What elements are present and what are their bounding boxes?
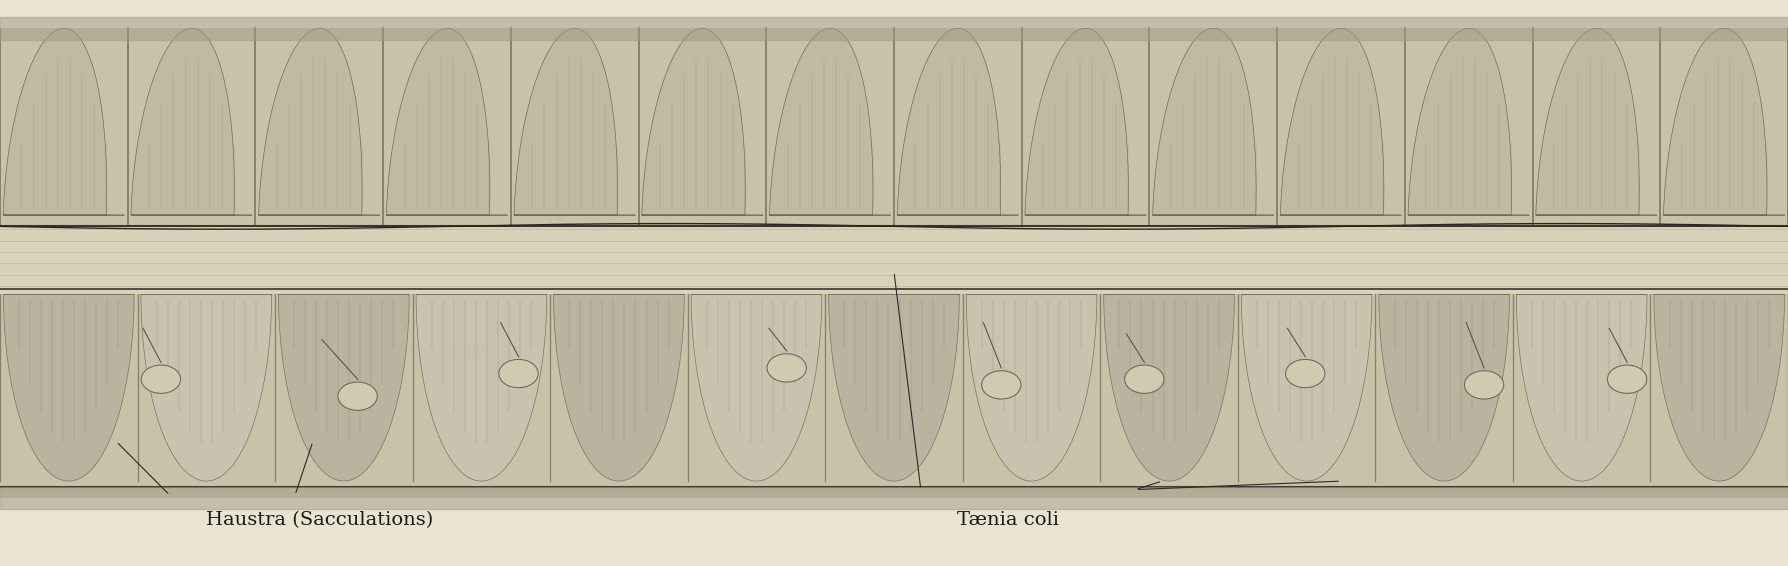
Text: and two of: and two of [594,305,658,318]
Polygon shape [898,28,1019,215]
Polygon shape [1153,28,1273,215]
Polygon shape [1103,294,1234,481]
Polygon shape [1654,294,1784,481]
Polygon shape [279,294,409,481]
Polygon shape [141,294,272,481]
Polygon shape [515,28,635,215]
Text: Tænia coli: Tænia coli [957,511,1058,529]
Polygon shape [259,28,379,215]
Ellipse shape [499,359,538,388]
Text: the medial: the medial [860,379,928,391]
Polygon shape [4,294,134,481]
Polygon shape [1516,294,1647,481]
Ellipse shape [1607,365,1647,393]
Polygon shape [1280,28,1402,215]
Ellipse shape [1125,365,1164,393]
Polygon shape [131,28,252,215]
Ellipse shape [982,371,1021,399]
Polygon shape [1663,28,1784,215]
Ellipse shape [767,354,806,382]
Polygon shape [4,28,125,215]
Polygon shape [0,226,1788,294]
Polygon shape [554,294,685,481]
Polygon shape [828,294,960,481]
Polygon shape [769,28,890,215]
Ellipse shape [338,382,377,410]
Polygon shape [386,28,508,215]
Polygon shape [417,294,547,481]
Polygon shape [1379,294,1509,481]
Polygon shape [692,294,822,481]
Text: right side of: right side of [409,345,485,357]
Text: Haustra (Sacculations): Haustra (Sacculations) [206,511,433,529]
Polygon shape [1241,294,1371,481]
Polygon shape [1025,28,1146,215]
Polygon shape [1409,28,1529,215]
Ellipse shape [1286,359,1325,388]
Polygon shape [0,28,1788,498]
Polygon shape [966,294,1096,481]
Ellipse shape [1464,371,1504,399]
Ellipse shape [141,365,181,393]
Polygon shape [1536,28,1657,215]
Polygon shape [642,28,763,215]
